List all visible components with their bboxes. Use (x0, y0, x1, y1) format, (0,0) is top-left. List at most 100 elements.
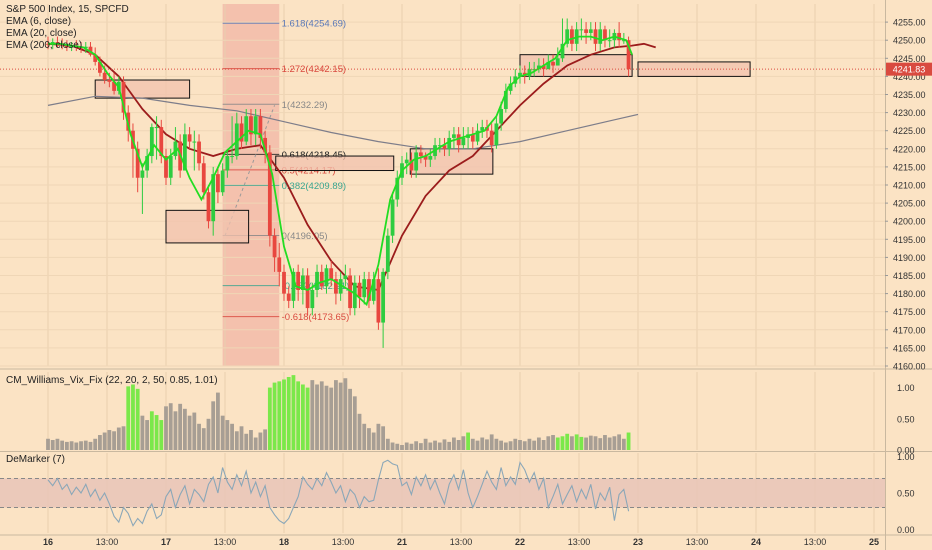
vix-fix-bar (50, 440, 55, 450)
vix-fix-bar (79, 441, 83, 450)
legend-ema-6: EMA (6, close) (6, 16, 72, 27)
vix-axis-label: 0.50 (897, 414, 915, 424)
x-axis-label: 13:00 (214, 537, 237, 547)
vix-fix-bar (617, 434, 622, 450)
vix-fix-bar (201, 428, 206, 450)
candle-body (480, 127, 485, 131)
vix-fix-bar (187, 415, 192, 450)
vix-fix-bar (409, 443, 414, 450)
vix-fix-bar (579, 436, 584, 450)
vix-fix-bar (131, 384, 135, 450)
vix-fix-bar (329, 387, 334, 450)
vix-fix-bar (263, 429, 268, 450)
y-axis-label: 4195.00 (893, 235, 926, 245)
candle-body (69, 45, 74, 48)
vix-fix-bar (192, 412, 197, 450)
candle-body (145, 156, 150, 171)
candle-body (584, 29, 588, 33)
candle-body (286, 293, 291, 301)
candle-body (267, 152, 272, 236)
candle-body (508, 83, 513, 91)
vix-fix-bar (607, 437, 612, 450)
candle-body (305, 275, 310, 309)
x-axis-label: 24 (751, 537, 761, 547)
vix-fix-bar (588, 435, 593, 450)
demarker-title: DeMarker (7) (6, 454, 65, 465)
vix-fix-bar (433, 440, 437, 450)
candle-body (140, 170, 145, 178)
vix-fix-bar (121, 426, 126, 450)
vix-fix-bar (499, 440, 504, 450)
candle-body (149, 127, 154, 157)
candle-body (461, 137, 466, 146)
y-axis-label: 4210.00 (893, 181, 926, 191)
candle-body (404, 159, 409, 164)
y-axis-label: 4250.00 (893, 36, 926, 46)
candle-body (220, 170, 225, 193)
vix-fix-bar (102, 432, 107, 450)
vix-fix-bar (244, 433, 249, 450)
candle-body (93, 54, 98, 62)
candle-body (348, 275, 352, 309)
vix-fix-bar (135, 388, 140, 450)
vix-axis-label: 1.00 (897, 383, 915, 393)
candle-body (546, 61, 551, 70)
vix-fix-bar (508, 441, 513, 450)
vix-fix-bar (428, 442, 433, 450)
vix-fix-bar (551, 435, 555, 450)
demarker-line (47, 459, 630, 527)
legend-ema-200: EMA (200, close) (6, 40, 83, 51)
vix-fix-bar (348, 388, 352, 450)
candle-body (319, 271, 324, 287)
vix-fix-bar (570, 436, 574, 450)
candle-body (343, 275, 348, 280)
candle-body (423, 156, 428, 160)
y-axis-label: 4240.00 (893, 72, 926, 82)
candle-body (187, 134, 192, 142)
candle-body (357, 282, 362, 298)
y-axis-label: 4245.00 (893, 54, 926, 64)
vix-fix-bar (267, 387, 272, 450)
vix-fix-bar (480, 437, 485, 450)
vix-fix-bar (258, 432, 263, 450)
candle-body (390, 199, 395, 236)
y-axis-label: 4180.00 (893, 289, 926, 299)
vix-fix-bar (395, 443, 400, 450)
fib-level-label: 1.618(4254.69) (282, 19, 346, 30)
fib-level-label: 1.272(4242.15) (282, 64, 346, 75)
vix-fix-bar (518, 440, 522, 450)
candle-body (168, 156, 173, 178)
vix-fix-bar (414, 441, 419, 450)
candle-body (159, 127, 164, 157)
vix-fix-bar (164, 406, 168, 450)
candle-body (112, 81, 116, 91)
vix-fix-bar (423, 438, 428, 450)
vix-fix-bar (584, 437, 588, 450)
ema-200-line (47, 95, 639, 150)
vix-fix-bar (466, 432, 470, 450)
candle-body (414, 152, 419, 171)
fib-level-label: 0.618(4218.45) (282, 150, 346, 161)
candle-body (536, 65, 541, 70)
vix-fix-bar (140, 415, 145, 450)
candle-body (263, 137, 268, 153)
vix-fix-bar (461, 436, 466, 450)
vix-fix-bar (371, 432, 376, 450)
vix-fix-bar (159, 420, 164, 450)
vix-fix-bar (112, 431, 116, 450)
candle-body (367, 279, 371, 301)
candle-body (201, 163, 206, 193)
vix-fix-bar (532, 440, 537, 450)
y-axis-label: 4165.00 (893, 343, 926, 353)
candle-body (551, 61, 555, 66)
candle-body (352, 282, 357, 309)
candle-body (192, 141, 197, 143)
candle-body (452, 134, 456, 138)
vix-fix-bar (154, 415, 159, 450)
candle-body (324, 268, 329, 287)
vix-fix-bar (400, 445, 404, 450)
vix-fix-bar (88, 441, 93, 450)
candle-body (570, 29, 574, 44)
vix-fix-bar (513, 438, 518, 450)
